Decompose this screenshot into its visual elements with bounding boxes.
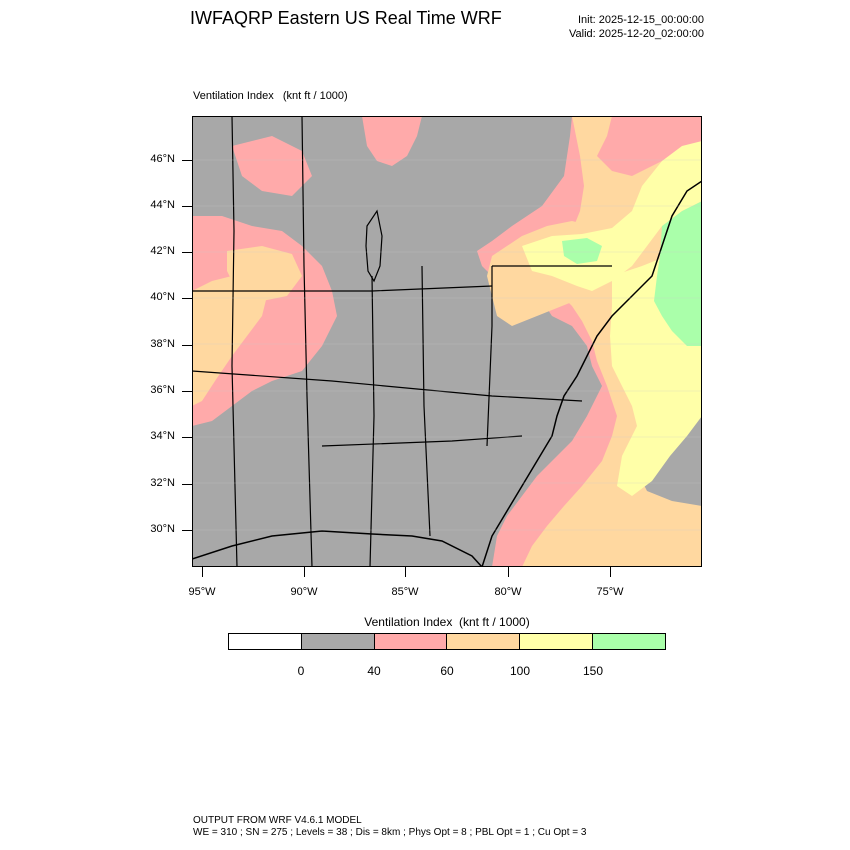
colorbar-label-60: 60	[440, 664, 454, 678]
state-boundaries	[192, 116, 612, 567]
region-ocean-green	[654, 201, 702, 346]
colorbar	[228, 633, 666, 650]
map-border	[192, 116, 702, 567]
lat-label-46: 46°N	[150, 153, 175, 165]
lat-tick	[182, 160, 192, 161]
lon-tick	[202, 567, 203, 577]
model-info-line1: OUTPUT FROM WRF V4.6.1 MODEL	[193, 815, 362, 826]
graticule	[192, 159, 702, 531]
lat-label-34: 34°N	[150, 430, 175, 442]
lat-tick	[182, 437, 192, 438]
lon-label-80: 80°W	[494, 586, 522, 598]
region-iowa-orange	[227, 246, 302, 301]
lon-label-75: 75°W	[596, 586, 624, 598]
map-svg	[192, 116, 702, 567]
map-panel	[192, 116, 702, 567]
lon-label-90: 90°W	[290, 586, 318, 598]
lon-label-85: 85°W	[391, 586, 419, 598]
colorbar-label-100: 100	[509, 664, 531, 678]
lat-label-30: 30°N	[150, 523, 175, 535]
lat-label-44: 44°N	[150, 199, 175, 211]
colorbar-box-60-100	[447, 634, 521, 649]
lat-tick	[182, 252, 192, 253]
plot-title: IWFAQRP Eastern US Real Time WRF	[190, 8, 502, 28]
lat-label-42: 42°N	[150, 245, 175, 257]
lon-tick	[610, 567, 611, 577]
colorbar-box-below-0	[229, 634, 302, 649]
lat-tick	[182, 530, 192, 531]
gulf-coastline	[192, 530, 483, 567]
lat-label-40: 40°N	[150, 291, 175, 303]
lon-tick	[405, 567, 406, 577]
lat-tick	[182, 391, 192, 392]
colorbar-title: Ventilation Index (knt ft / 1000)	[364, 615, 530, 629]
lat-label-36: 36°N	[150, 384, 175, 396]
colorbar-box-above-150	[593, 634, 665, 649]
lon-tick	[304, 567, 305, 577]
model-info: OUTPUT FROM WRF V4.6.1 MODEL WE = 310 ; …	[193, 815, 586, 839]
region-midwest-pink	[232, 136, 312, 196]
colorbar-label-40: 40	[367, 664, 381, 678]
region-west-orange	[192, 276, 267, 406]
lat-tick	[182, 484, 192, 485]
coastline	[481, 180, 702, 567]
lat-label-32: 32°N	[150, 477, 175, 489]
colorbar-box-100-150	[520, 634, 594, 649]
valid-time: Valid: 2025-12-20_02:00:00	[569, 28, 704, 40]
lon-label-95: 95°W	[188, 586, 216, 598]
lake-michigan	[365, 209, 383, 283]
region-lakes-pink	[362, 116, 422, 166]
init-time: Init: 2025-12-15_00:00:00	[578, 14, 704, 26]
lat-tick	[182, 206, 192, 207]
field-label: Ventilation Index (knt ft / 1000)	[193, 90, 348, 102]
model-info-line2: WE = 310 ; SN = 275 ; Levels = 38 ; Dis …	[193, 827, 587, 838]
lat-tick	[182, 345, 192, 346]
colorbar-box-0-40	[301, 634, 375, 649]
colorbar-box-40-60	[374, 634, 448, 649]
lon-tick	[508, 567, 509, 577]
region-northeast-green	[562, 238, 602, 264]
time-info: Init: 2025-12-15_00:00:00 Valid: 2025-12…	[569, 13, 704, 41]
lat-label-38: 38°N	[150, 338, 175, 350]
colorbar-label-150: 150	[582, 664, 604, 678]
colorbar-label-0: 0	[297, 664, 305, 678]
lat-tick	[182, 298, 192, 299]
